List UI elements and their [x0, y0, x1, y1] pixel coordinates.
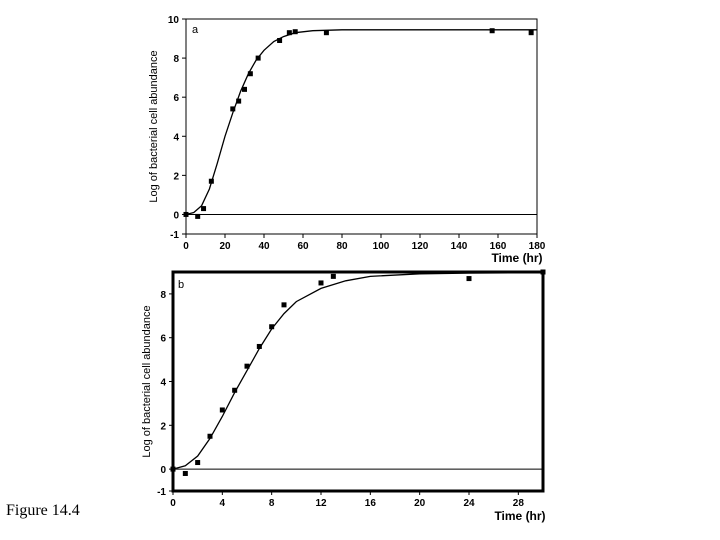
panel-a-x-tick-label: 60 — [297, 241, 309, 252]
panel-b-data-point — [256, 343, 262, 349]
panel-b-data-point — [219, 407, 225, 413]
panel-b-data-point — [330, 273, 336, 279]
panel-b-data-point — [269, 324, 275, 330]
panel-a-x-tick-label: 140 — [451, 241, 468, 252]
panel-b-x-tick-label: 0 — [170, 498, 176, 509]
panel-b-data-point — [195, 460, 201, 466]
panel-a-x-tick-label: 20 — [219, 241, 231, 252]
panel-a-data-point — [201, 206, 207, 212]
panel-a-y-tick-label: 8 — [173, 54, 179, 65]
panel-a-y-tick-label: 0 — [173, 210, 179, 221]
panel-b-y-tick-label: 8 — [160, 290, 166, 301]
panel-a-y-tick-label: 2 — [173, 171, 179, 182]
panel-a-x-tick-label: 100 — [373, 241, 390, 252]
panel-a-y-tick-label: 10 — [168, 15, 180, 26]
panel-a-x-tick-label: 80 — [336, 241, 348, 252]
panel-a-data-point — [489, 28, 495, 34]
panel-a-x-axis-label: Time (hr) — [491, 251, 542, 265]
panel-a-data-point — [247, 71, 253, 77]
panel-a-data-point — [292, 29, 298, 35]
panel-b-data-point — [207, 433, 213, 439]
panel-b-data-point — [232, 387, 238, 393]
panel-a-y-tick-label: -1 — [170, 230, 179, 241]
panel-b-y-tick-label: 4 — [160, 378, 166, 389]
panel-a-data-point — [277, 38, 283, 43]
panel-a-x-tick-label: 180 — [529, 241, 546, 252]
panel-b-fit-curve — [172, 272, 544, 470]
panel-b-y-tick-label: 2 — [160, 421, 166, 432]
panel-a-x-tick-label: 160 — [490, 241, 507, 252]
panel-a-data-point — [528, 30, 534, 36]
panel-b-data-point — [182, 470, 188, 476]
panel-a-data-point — [208, 178, 214, 184]
panel-b-x-tick-label: 24 — [463, 498, 475, 509]
figure-caption: Figure 14.4 — [6, 502, 80, 519]
panel-b-data-point — [540, 269, 546, 275]
panel-a-data-point — [323, 30, 329, 36]
panel-b-x-tick-label: 16 — [365, 498, 377, 509]
panel-b-x-tick-label: 8 — [269, 498, 275, 509]
panel-a-x-tick-label: 0 — [183, 241, 189, 252]
panel-a-plot-frame — [185, 18, 538, 235]
panel-b-data-point — [466, 276, 472, 282]
panel-a-data-point — [230, 106, 236, 112]
panel-b-x-tick-label: 12 — [315, 498, 327, 509]
panel-b-y-tick-label: 0 — [160, 465, 166, 476]
panel-b-data-point — [281, 302, 287, 308]
panel-a-y-axis-label: Log of bacterial cell abundance — [148, 50, 160, 202]
panel-a-label: a — [192, 24, 199, 36]
panel-a-y-tick-label: 6 — [173, 93, 179, 104]
panel-b-y-tick-label: 6 — [160, 334, 166, 345]
panel-b-y-tick-label: -1 — [157, 487, 166, 498]
panel-a-data-point — [242, 86, 247, 92]
panel-b-x-tick-label: 4 — [220, 498, 226, 509]
panel-b-label: b — [178, 279, 184, 291]
panel-a-y-tick-label: 4 — [173, 132, 179, 143]
panel-a-data-point — [255, 55, 261, 61]
panel-a-data-point — [236, 98, 242, 104]
panel-a-x-tick-label: 120 — [412, 241, 429, 252]
panel-b-data-point — [244, 363, 250, 369]
panel-b-plot-frame — [171, 270, 545, 493]
panel-b-x-tick-label: 20 — [414, 498, 426, 509]
panel-a-x-tick-label: 40 — [258, 241, 270, 252]
panel-b-data-point — [170, 466, 176, 472]
panel-b-y-axis-label: Log of bacterial cell abundance — [141, 305, 153, 457]
panel-b-x-axis-label: Time (hr) — [494, 509, 545, 523]
panel-a-data-point — [195, 213, 201, 219]
panel-b-data-point — [318, 280, 324, 286]
panel-b-x-tick-label: 28 — [513, 498, 525, 509]
panel-a-data-point — [286, 30, 292, 36]
panel-a-fit-curve — [185, 29, 537, 216]
panel-a-data-point — [183, 211, 189, 217]
